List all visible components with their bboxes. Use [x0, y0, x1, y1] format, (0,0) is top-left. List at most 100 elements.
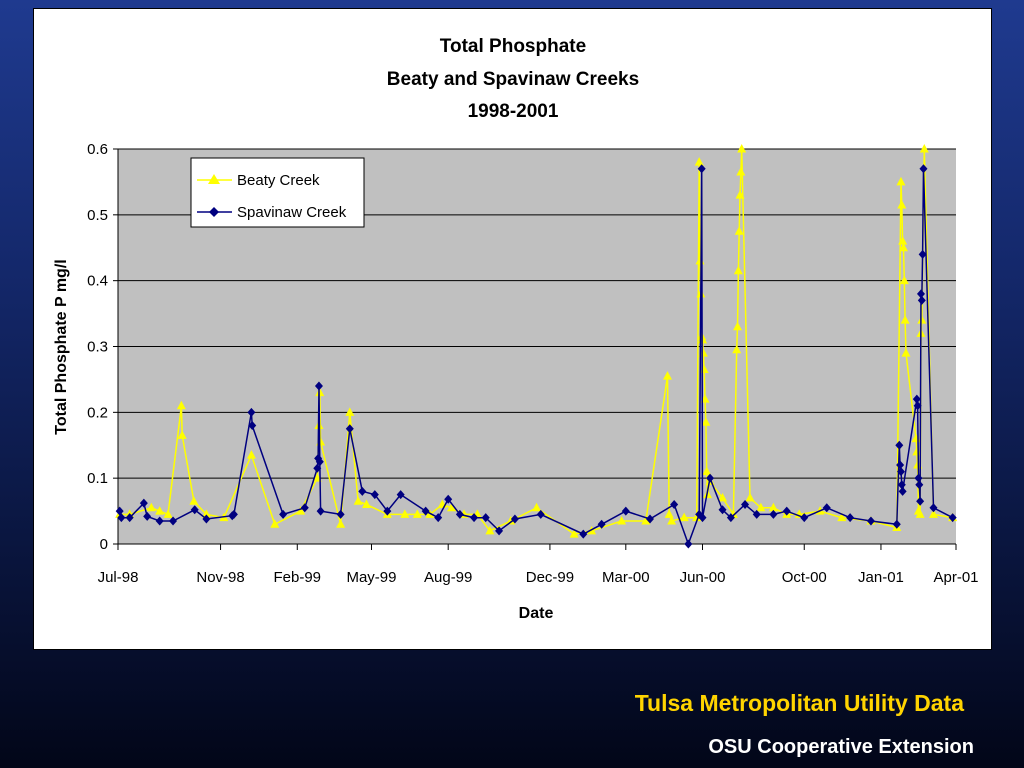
data-point-spavinaw	[684, 539, 693, 549]
y-tick-label: 0.2	[87, 404, 108, 421]
data-point-spavinaw	[396, 490, 405, 500]
data-point-beaty	[353, 496, 363, 505]
data-point-beaty	[756, 502, 766, 512]
data-point-beaty	[734, 226, 744, 235]
data-point-beaty	[155, 506, 165, 515]
data-point-beaty	[412, 509, 422, 518]
x-tick-label: Feb-99	[274, 569, 322, 586]
data-point-beaty	[361, 499, 371, 508]
data-point-spavinaw	[358, 486, 367, 496]
data-point-spavinaw	[846, 513, 855, 523]
data-point-beaty	[532, 502, 542, 512]
data-point-beaty	[745, 492, 755, 502]
data-point-spavinaw	[919, 164, 928, 174]
data-point-spavinaw	[470, 513, 479, 523]
y-tick-label: 0.1	[87, 470, 108, 487]
legend-marker-beaty	[208, 174, 220, 184]
x-tick-label: Jan-01	[858, 569, 904, 586]
x-tick-label: Jul-98	[98, 569, 139, 586]
data-point-spavinaw	[645, 514, 654, 524]
x-axis-title: Date	[519, 605, 554, 622]
data-point-spavinaw	[139, 498, 148, 508]
x-ticks: Jul-98 Nov-98 Feb-99 May-99 Aug-99 Dec-99 Mar-…	[98, 544, 979, 586]
data-point-spavinaw	[621, 506, 630, 516]
data-point-spavinaw	[929, 503, 938, 513]
data-point-spavinaw	[481, 513, 490, 523]
data-point-beaty	[177, 430, 187, 439]
x-tick-label: Dec-99	[526, 569, 574, 586]
data-point-spavinaw	[316, 506, 325, 516]
data-point-spavinaw	[670, 500, 679, 509]
data-point-beaty	[928, 509, 938, 518]
x-tick-label: Jun-00	[680, 569, 726, 586]
data-point-spavinaw	[370, 490, 379, 500]
legend-label-spavinaw: Spavinaw Creek	[237, 204, 347, 221]
data-point-beaty	[718, 492, 728, 502]
data-point-spavinaw	[313, 463, 322, 473]
data-point-spavinaw	[918, 249, 927, 259]
data-point-spavinaw	[782, 506, 791, 516]
y-tick-label: 0.3	[87, 339, 108, 356]
data-point-spavinaw	[896, 467, 905, 477]
data-point-beaty	[163, 509, 173, 518]
data-point-beaty	[912, 446, 922, 456]
chart-panel: Total Phosphate Beaty and Spavinaw Creek…	[33, 8, 992, 650]
data-point-spavinaw	[897, 480, 906, 490]
x-tick-label: Oct-00	[782, 569, 827, 586]
data-point-spavinaw	[345, 424, 354, 434]
x-tick-label: Nov-98	[196, 569, 244, 586]
data-point-spavinaw	[383, 506, 392, 516]
data-point-spavinaw	[741, 500, 750, 509]
data-point-spavinaw	[247, 407, 256, 417]
data-point-beaty	[667, 515, 677, 525]
data-point-spavinaw	[698, 513, 707, 523]
legend: Beaty Creek Spavinaw Creek	[190, 157, 365, 228]
x-tick-label: Mar-00	[602, 569, 650, 586]
data-point-beaty	[400, 509, 410, 518]
data-point-beaty	[617, 515, 627, 525]
data-point-beaty	[735, 190, 745, 199]
data-point-beaty	[915, 509, 925, 518]
data-point-spavinaw	[822, 503, 831, 513]
data-point-beaty	[664, 509, 674, 518]
data-point-spavinaw	[898, 486, 907, 496]
chart-title-line-2: Beaty and Spavinaw Creeks	[387, 69, 639, 90]
data-point-beaty	[146, 502, 156, 512]
data-point-beaty	[732, 344, 742, 354]
data-point-spavinaw	[202, 514, 211, 524]
data-point-beaty	[837, 512, 847, 522]
chart: Total Phosphate Beaty and Spavinaw Creek…	[53, 36, 979, 622]
data-point-beaty	[270, 519, 280, 528]
data-point-spavinaw	[300, 503, 309, 513]
y-tick-label: 0.4	[87, 273, 108, 290]
data-point-beaty	[919, 144, 929, 153]
x-tick-label: Aug-99	[424, 569, 472, 586]
footer-subtitle: OSU Cooperative Extension	[708, 736, 974, 758]
y-ticks: 0 0.1 0.2 0.3 0.4 0.5 0.6	[87, 141, 118, 553]
data-point-spavinaw	[752, 509, 761, 519]
data-point-beaty	[345, 407, 355, 416]
data-point-beaty	[679, 512, 689, 522]
data-point-beaty	[896, 176, 906, 186]
footer-title: Tulsa Metropolitan Utility Data	[634, 690, 964, 716]
data-point-spavinaw	[279, 509, 288, 519]
data-point-beaty	[701, 417, 711, 426]
data-point-spavinaw	[697, 164, 706, 174]
data-point-spavinaw	[125, 513, 134, 523]
data-point-spavinaw	[892, 519, 901, 529]
data-point-spavinaw	[597, 519, 606, 529]
y-axis-title: Total Phosphate P mg/l	[53, 259, 70, 434]
data-point-spavinaw	[336, 509, 345, 519]
data-point-beaty	[737, 144, 747, 153]
data-point-beaty	[692, 512, 702, 522]
legend-marker-spavinaw	[209, 207, 219, 217]
data-point-beaty	[733, 265, 743, 275]
data-point-spavinaw	[579, 529, 588, 539]
data-point-spavinaw	[455, 509, 464, 519]
data-point-spavinaw	[495, 526, 504, 536]
y-tick-label: 0	[100, 536, 108, 553]
chart-title-line-1: Total Phosphate	[440, 36, 586, 57]
chart-title-line-3: 1998-2001	[468, 101, 559, 122]
data-point-spavinaw	[421, 506, 430, 516]
data-point-spavinaw	[229, 509, 238, 519]
